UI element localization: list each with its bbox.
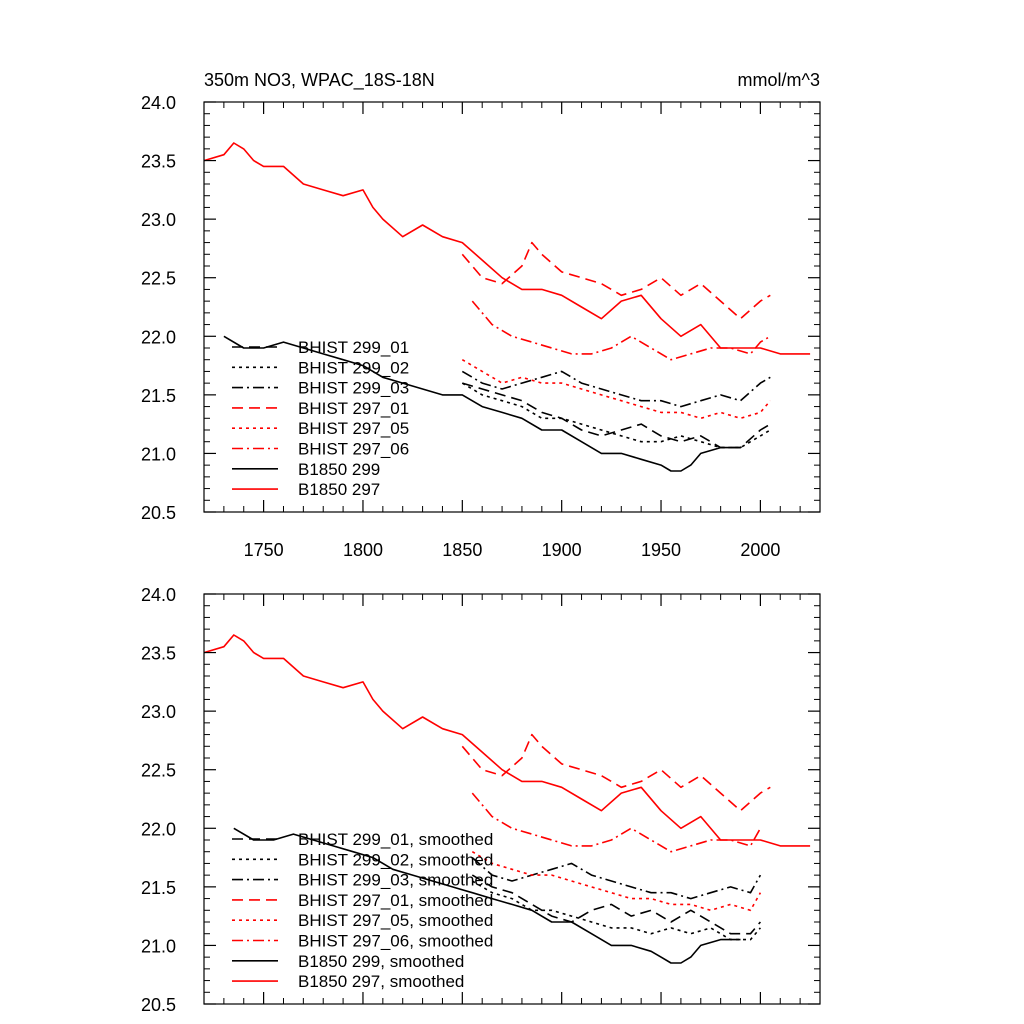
series-line-1 xyxy=(461,382,771,449)
series-line-4 xyxy=(461,359,771,420)
series-line-2 xyxy=(471,857,762,900)
x-tick-label: 1850 xyxy=(442,540,482,560)
y-tick-label: 22.0 xyxy=(141,819,176,839)
y-tick-label: 23.0 xyxy=(141,702,176,722)
series-line-7 xyxy=(203,142,811,355)
legend-label: B1850 297 xyxy=(298,480,380,499)
series-line-4 xyxy=(471,851,762,912)
series-layer xyxy=(203,142,811,472)
y-tick-label: 24.0 xyxy=(141,93,176,113)
legend-label: BHIST 297_01, smoothed xyxy=(298,891,493,910)
series-layer xyxy=(203,634,811,964)
tick-layer: 20.5 21.0 21.5 22.0 22.5 23.0 23.5 24.0 xyxy=(141,585,821,1015)
series-line-1 xyxy=(471,880,762,941)
y-tick-label: 20.5 xyxy=(141,503,176,523)
x-tick-label: 1950 xyxy=(641,540,681,560)
series-line-0 xyxy=(471,874,762,935)
legend-label: BHIST 297_05 xyxy=(298,419,409,438)
plot-frame xyxy=(203,101,821,513)
series-line-6 xyxy=(233,827,741,964)
y-tick-label: 23.5 xyxy=(141,152,176,172)
series-line-3 xyxy=(461,241,771,320)
y-tick-label: 23.0 xyxy=(141,210,176,230)
bottom-panel: 20.5 21.0 21.5 22.0 22.5 23.0 23.5 24.0 BHIST 2… xyxy=(141,585,821,1015)
units-label: mmol/m^3 xyxy=(738,70,820,90)
series-line-5 xyxy=(471,300,771,361)
y-tick-label: 21.0 xyxy=(141,444,176,464)
series-line-5 xyxy=(471,792,762,853)
series-line-3 xyxy=(461,733,771,812)
y-tick-label: 21.5 xyxy=(141,386,176,406)
legend-label: BHIST 299_01 xyxy=(298,338,409,357)
y-tick-label: 23.5 xyxy=(141,644,176,664)
tick-layer: 1750 1800 1850 1900 1950 2000 20.5 21.0 21.5 22.0… xyxy=(141,93,821,560)
legend-label: BHIST 297_05, smoothed xyxy=(298,911,493,930)
legend-label: BHIST 299_01, smoothed xyxy=(298,830,493,849)
legend-label: BHIST 299_03 xyxy=(298,379,409,398)
series-line-0 xyxy=(462,382,771,449)
plot-frame xyxy=(203,593,821,1005)
y-tick-label: 21.5 xyxy=(141,878,176,898)
x-tick-label: 1900 xyxy=(542,540,582,560)
legend-label: BHIST 299_03, smoothed xyxy=(298,871,493,890)
legend-label: BHIST 299_02 xyxy=(298,358,409,377)
legend-label: BHIST 299_02, smoothed xyxy=(298,850,493,869)
legend-label: BHIST 297_06, smoothed xyxy=(298,932,493,951)
y-tick-label: 21.0 xyxy=(141,936,176,956)
chart-title: 350m NO3, WPAC_18S-18N xyxy=(204,70,435,91)
series-line-6 xyxy=(223,335,741,472)
y-tick-label: 24.0 xyxy=(141,585,176,605)
legend-label: BHIST 297_01 xyxy=(298,399,409,418)
series-line-7 xyxy=(203,634,811,847)
legend-label: B1850 299, smoothed xyxy=(298,952,464,971)
y-tick-label: 20.5 xyxy=(141,995,176,1015)
series-line-2 xyxy=(461,370,771,408)
legend-label: B1850 297, smoothed xyxy=(298,972,464,991)
x-tick-label: 2000 xyxy=(740,540,780,560)
legend-label: B1850 299 xyxy=(298,460,380,479)
legend-label: BHIST 297_06 xyxy=(298,440,409,459)
y-tick-label: 22.5 xyxy=(141,269,176,289)
y-tick-label: 22.0 xyxy=(141,327,176,347)
top-panel: 350m NO3, WPAC_18S-18N mmol/m^3 1750 1800… xyxy=(141,70,821,560)
y-tick-label: 22.5 xyxy=(141,761,176,781)
x-tick-label: 1750 xyxy=(244,540,284,560)
x-tick-label: 1800 xyxy=(343,540,383,560)
